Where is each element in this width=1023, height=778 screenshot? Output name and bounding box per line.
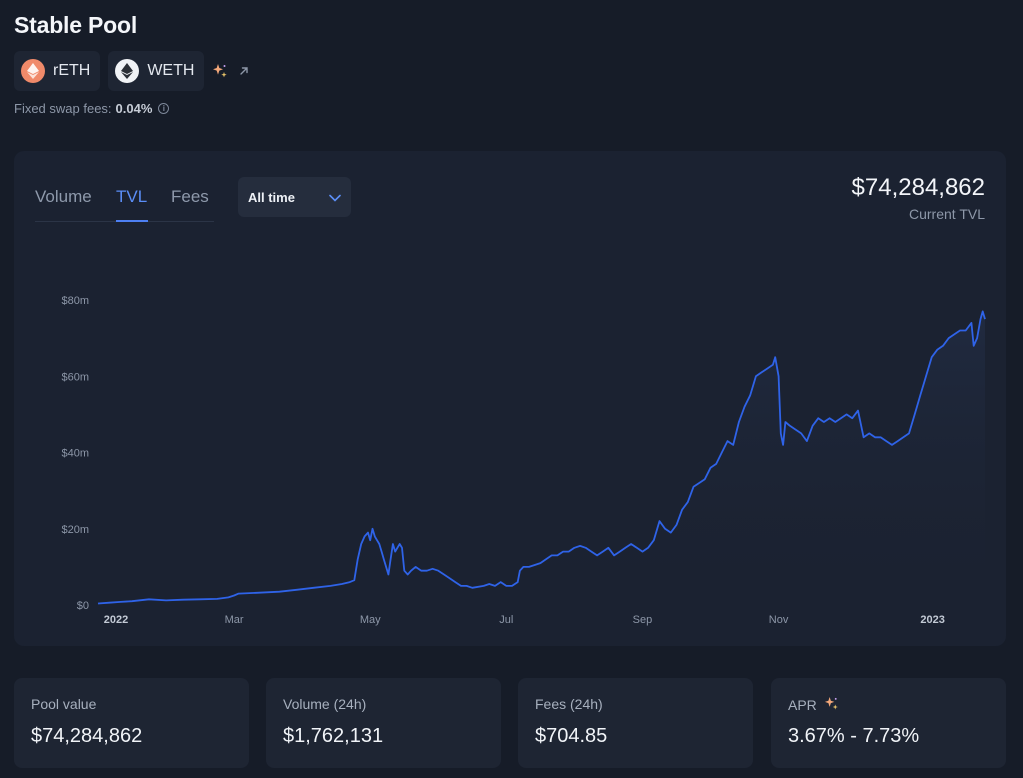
eth-icon: [115, 59, 140, 83]
tvl-chart[interactable]: $0 $20m $40m $60m $80m 2022 Mar May Jul Sep Nov 20…: [14, 151, 1006, 646]
external-link-icon[interactable]: [238, 65, 250, 77]
x-tick-label: 2023: [920, 614, 944, 626]
stat-label: Fees (24h): [535, 696, 603, 712]
page-title: Stable Pool: [14, 12, 138, 38]
period-select[interactable]: All time: [238, 177, 351, 217]
stat-value: 3.67% - 7.73%: [788, 725, 920, 747]
tab-volume[interactable]: Volume: [35, 187, 92, 206]
current-tvl-value: $74,284,862: [851, 174, 985, 201]
period-select-value: All time: [248, 189, 295, 205]
y-tick-label: $0: [77, 600, 89, 612]
chart-tabs: Volume TVL Fees: [35, 178, 214, 222]
x-tick-label: May: [360, 614, 381, 626]
info-icon[interactable]: i: [158, 103, 170, 114]
reth-icon: [21, 59, 45, 83]
tab-tvl[interactable]: TVL: [116, 187, 148, 206]
swap-fee-label: Fixed swap fees:: [14, 101, 112, 116]
stats-row: Pool value $74,284,862 Volume (24h) $1,7…: [14, 678, 1006, 768]
sparkle-icon[interactable]: [824, 696, 839, 714]
stat-label: Pool value: [31, 696, 97, 712]
stat-card-pool-value: Pool value $74,284,862: [14, 678, 249, 768]
tab-fees[interactable]: Fees: [171, 187, 209, 206]
x-tick-label: 2022: [104, 614, 128, 626]
sparkle-icon: [212, 63, 228, 79]
x-tick-label: Mar: [225, 614, 244, 626]
active-tab-indicator: [116, 220, 148, 222]
y-tick-label: $80m: [61, 295, 89, 307]
tvl-line: [97, 310, 986, 605]
tvl-area: [98, 311, 985, 605]
x-tick-label: Sep: [633, 614, 653, 626]
swap-fee-value: 0.04%: [115, 101, 153, 116]
stat-card-fees: Fees (24h) $704.85: [518, 678, 753, 768]
stat-label-apr: APR: [788, 696, 989, 714]
stat-label: Volume (24h): [283, 696, 367, 712]
stat-card-apr: APR 3.67% - 7.73%: [771, 678, 1006, 768]
token-chip-weth[interactable]: WETH: [108, 51, 205, 91]
y-tick-label: $40m: [61, 448, 89, 460]
token-symbol: rETH: [53, 62, 91, 79]
chart-card: Volume TVL Fees All time $74,284,862 Cur…: [14, 151, 1006, 646]
token-list: rETH WETH: [14, 51, 250, 91]
x-tick-label: Nov: [769, 614, 789, 626]
chevron-down-icon: [329, 190, 341, 205]
stat-value: $704.85: [535, 725, 608, 747]
token-chip-reth[interactable]: rETH: [14, 51, 101, 91]
y-tick-label: $60m: [61, 371, 89, 383]
y-tick-label: $20m: [61, 524, 89, 536]
current-tvl-label: Current TVL: [909, 206, 985, 222]
x-tick-label: Jul: [499, 614, 513, 626]
token-symbol: WETH: [147, 62, 195, 79]
stat-value: $1,762,131: [283, 725, 384, 747]
swap-fee-info: Fixed swap fees: 0.04% i: [14, 101, 170, 116]
stat-value: $74,284,862: [31, 725, 143, 747]
stat-label: APR: [788, 697, 817, 713]
stat-card-volume: Volume (24h) $1,762,131: [266, 678, 501, 768]
